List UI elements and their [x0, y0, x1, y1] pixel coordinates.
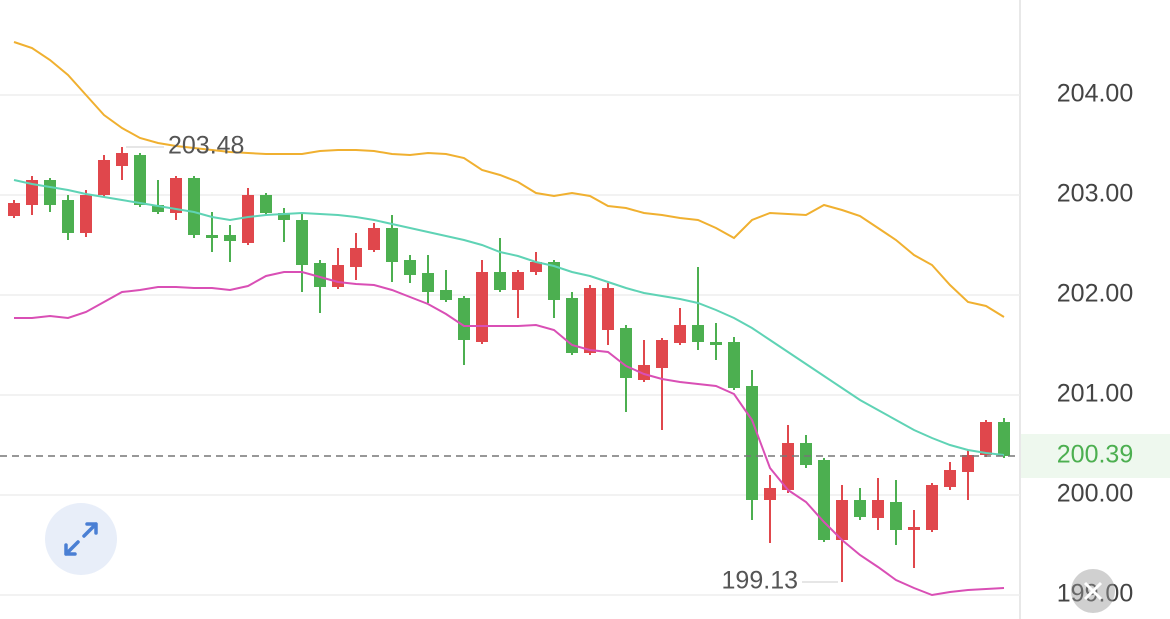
indicator-line: [13, 41, 1005, 318]
candle-body: [62, 200, 74, 233]
candle-body: [170, 178, 182, 213]
candle-body: [422, 273, 434, 292]
candle-body: [548, 262, 560, 300]
candle-body: [782, 443, 794, 490]
candle-body: [872, 500, 884, 518]
candle-body: [242, 195, 254, 243]
candle-body: [476, 272, 488, 342]
candle-body: [566, 298, 578, 353]
candle-body: [710, 342, 722, 345]
candle-body: [260, 195, 272, 213]
y-tick-label: 203.00: [1057, 180, 1133, 208]
candle-body: [350, 248, 362, 267]
candle-body: [494, 272, 506, 290]
y-tick-label: 200.00: [1057, 480, 1133, 508]
min-label: 199.13: [722, 567, 798, 595]
close-icon[interactable]: [1083, 581, 1103, 601]
candle-body: [764, 488, 776, 500]
candle-body: [998, 422, 1010, 456]
candle-body: [152, 205, 164, 212]
candle-body: [800, 443, 812, 465]
expand-button[interactable]: [45, 503, 117, 575]
candle-body: [908, 527, 920, 530]
candle-body: [404, 260, 416, 275]
candle-body: [728, 342, 740, 388]
candle-body: [980, 422, 992, 455]
candle-body: [206, 235, 218, 238]
candle-body: [692, 325, 704, 342]
candle-body: [368, 228, 380, 250]
close-button[interactable]: [1071, 569, 1115, 613]
max-label: 203.48: [168, 132, 244, 160]
candle-body: [458, 298, 470, 340]
candle-body: [224, 235, 236, 241]
candle-body: [890, 502, 902, 530]
candle-body: [602, 288, 614, 330]
candle-body: [440, 290, 452, 300]
candle-body: [26, 180, 38, 205]
last-price-bg: [1021, 434, 1170, 478]
candle-body: [116, 153, 128, 166]
y-tick-label: 202.00: [1057, 280, 1133, 308]
candle-body: [386, 228, 398, 262]
candle-body: [314, 263, 326, 287]
candle-body: [134, 155, 146, 205]
candle-body: [836, 500, 848, 540]
candle-body: [584, 288, 596, 353]
candle-body: [818, 460, 830, 540]
candle-body: [512, 272, 524, 290]
candle-body: [44, 180, 56, 205]
candle-body: [944, 470, 956, 487]
candle-body: [80, 195, 92, 233]
candle-body: [98, 160, 110, 195]
candle-body: [278, 213, 290, 220]
y-tick-label: 204.00: [1057, 80, 1133, 108]
y-tick-label: 201.00: [1057, 380, 1133, 408]
candle-body: [854, 500, 866, 517]
candle-body: [656, 340, 668, 368]
candle-body: [332, 265, 344, 287]
expand-icon[interactable]: [64, 522, 98, 556]
last-price-label: 200.39: [1057, 441, 1133, 469]
candle-body: [638, 365, 650, 380]
candle-body: [926, 485, 938, 530]
candle-body: [188, 178, 200, 235]
candle-body: [530, 262, 542, 272]
candle-body: [746, 386, 758, 500]
indicator-line: [14, 271, 1005, 597]
candle-body: [8, 203, 20, 216]
candle-body: [962, 455, 974, 472]
candle-body: [674, 325, 686, 343]
candle-body: [620, 328, 632, 378]
indicator-line: [13, 179, 1005, 456]
candle-body: [296, 220, 308, 265]
plot: 203.48 199.13: [0, 41, 1020, 597]
expand-button-bg[interactable]: [45, 503, 117, 575]
